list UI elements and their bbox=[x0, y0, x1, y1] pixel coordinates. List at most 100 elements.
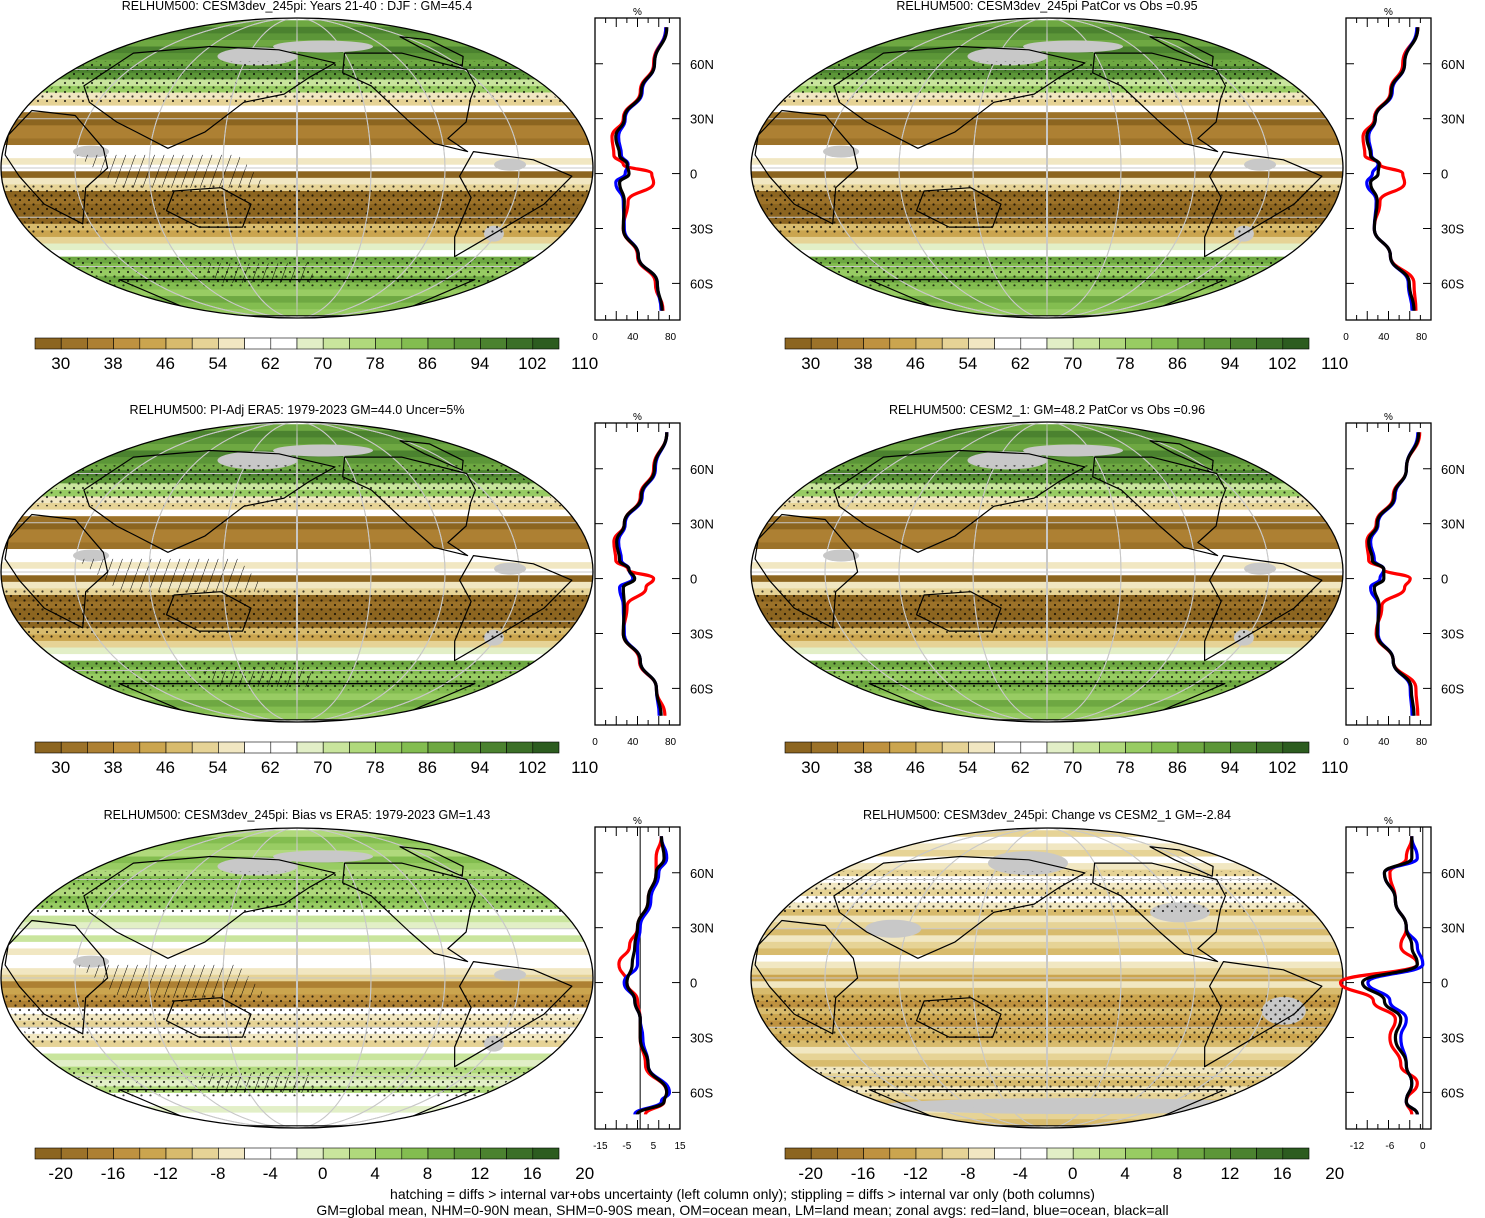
colorbar-box bbox=[401, 337, 429, 350]
colorbar-label: 54 bbox=[208, 354, 227, 373]
colorbar-box bbox=[60, 741, 88, 754]
colorbar-label: 86 bbox=[418, 354, 437, 373]
colorbar-box bbox=[296, 1147, 324, 1160]
graticule-meridian bbox=[824, 18, 1270, 318]
map-border bbox=[750, 17, 1344, 319]
profile-lat-label: 30S bbox=[690, 221, 713, 236]
colorbar-box bbox=[453, 1147, 481, 1160]
missing-data-region bbox=[273, 40, 374, 53]
colorbar-label: 12 bbox=[470, 1164, 489, 1183]
map-border bbox=[750, 421, 1344, 723]
missing-data-region bbox=[217, 47, 298, 66]
colorbar-3: 30 38 46 54 62 70 78 86 94 102 110 bbox=[784, 741, 1348, 777]
colorbar-label: 86 bbox=[418, 758, 437, 777]
graticule-meridian bbox=[74, 828, 520, 1128]
map-field bbox=[1, 422, 593, 722]
colorbar-box bbox=[270, 741, 298, 754]
graticule-meridian bbox=[898, 18, 1196, 318]
colorbar-label: 102 bbox=[518, 758, 546, 777]
profile-unit-label: % bbox=[1384, 7, 1393, 18]
missing-data-region bbox=[73, 549, 110, 562]
profile-frame bbox=[1345, 422, 1432, 726]
profile-lat-label: 60N bbox=[1441, 57, 1465, 72]
colorbar-box bbox=[165, 1147, 193, 1160]
colorbar-box bbox=[532, 337, 560, 350]
colorbar-box bbox=[296, 741, 324, 754]
coastline-antarctica bbox=[118, 683, 476, 721]
profile-x-tick-label: 15 bbox=[674, 1141, 686, 1152]
colorbar-box bbox=[322, 337, 350, 350]
coastline-greenland bbox=[399, 846, 464, 877]
map-field bbox=[751, 828, 1343, 1128]
colorbar-label: 70 bbox=[313, 354, 332, 373]
profile-lat-label: 60N bbox=[690, 462, 714, 477]
hatching-region bbox=[194, 667, 316, 687]
colorbar-box bbox=[837, 337, 864, 350]
colorbar-label: -8 bbox=[960, 1164, 975, 1183]
colorbar-box bbox=[1203, 1147, 1231, 1160]
colorbar-label: 78 bbox=[366, 758, 385, 777]
coastline-greenland bbox=[1149, 846, 1214, 877]
footer-line-1: hatching = diffs > internal var+obs unce… bbox=[390, 1186, 1095, 1202]
profile-lat-label: 30S bbox=[690, 1030, 713, 1045]
colorbar-box bbox=[532, 741, 560, 754]
colorbar-label: 46 bbox=[156, 758, 175, 777]
colorbar-box bbox=[915, 337, 943, 350]
colorbar-box bbox=[1046, 741, 1074, 754]
colorbar-label: -16 bbox=[851, 1164, 876, 1183]
colorbar-box bbox=[506, 337, 534, 350]
colorbar-box bbox=[375, 741, 403, 754]
colorbar-label: 4 bbox=[1120, 1164, 1129, 1183]
colorbar-label: 30 bbox=[801, 354, 820, 373]
colorbar-label: 12 bbox=[1220, 1164, 1239, 1183]
missing-data-region bbox=[73, 145, 110, 158]
coastline-africa bbox=[754, 109, 859, 225]
colorbar-label: 102 bbox=[518, 354, 546, 373]
profile-lat-label: 60S bbox=[1441, 276, 1464, 291]
colorbar-box bbox=[837, 1147, 864, 1160]
map-4 bbox=[0, 827, 594, 1129]
colorbar-box bbox=[113, 741, 141, 754]
colorbar-box bbox=[1151, 741, 1179, 754]
colorbar-box bbox=[427, 1147, 455, 1160]
colorbar-box bbox=[218, 741, 245, 754]
colorbar-box bbox=[994, 741, 1022, 754]
graticule-meridian bbox=[972, 422, 1122, 722]
colorbar-box bbox=[941, 741, 969, 754]
colorbar-label: 54 bbox=[958, 758, 977, 777]
colorbar-box bbox=[1177, 1147, 1205, 1160]
coastline-africa bbox=[4, 513, 109, 629]
map-field bbox=[1, 18, 593, 318]
profile-x-tick-label: 40 bbox=[627, 332, 639, 343]
graticule-meridian bbox=[898, 828, 1196, 1128]
profile-x-tick-label: -15 bbox=[593, 1141, 608, 1152]
colorbar-box bbox=[863, 1147, 891, 1160]
profile-lat-label: 60S bbox=[690, 1085, 713, 1100]
colorbar-label: 4 bbox=[370, 1164, 379, 1183]
colorbar-box bbox=[87, 1147, 114, 1160]
missing-data-region bbox=[217, 857, 298, 876]
coastline-greenland bbox=[399, 440, 464, 471]
colorbar-box bbox=[113, 1147, 141, 1160]
profile-curve-all bbox=[625, 836, 669, 1116]
graticule-meridian bbox=[1046, 828, 1048, 1128]
colorbar-box bbox=[375, 337, 403, 350]
graticule-meridian bbox=[824, 828, 1270, 1128]
colorbar-label: -20 bbox=[48, 1164, 73, 1183]
profile-x-tick-label: 0 bbox=[592, 737, 598, 748]
profile-lat-label: 30S bbox=[690, 626, 713, 641]
colorbar-box bbox=[863, 337, 891, 350]
colorbar-box bbox=[1151, 337, 1179, 350]
missing-data-region bbox=[967, 451, 1048, 470]
colorbar-label: -4 bbox=[1013, 1164, 1028, 1183]
colorbar-box bbox=[1072, 337, 1100, 350]
profile-lat-label: 30N bbox=[690, 921, 714, 936]
colorbar-box bbox=[139, 1147, 167, 1160]
profile-x-tick-label: 40 bbox=[1378, 737, 1390, 748]
colorbar-label: 20 bbox=[1325, 1164, 1344, 1183]
graticule-meridian bbox=[148, 18, 446, 318]
colorbar-label: 30 bbox=[51, 354, 70, 373]
panels-layer: RELHUM500: CESM3dev_245pi: Years 21-40 :… bbox=[0, 0, 1465, 1183]
zonal-profile-0: % 0 40 80 60N 30N 0 30S 60S bbox=[592, 7, 714, 343]
profile-lat-label: 60N bbox=[690, 57, 714, 72]
